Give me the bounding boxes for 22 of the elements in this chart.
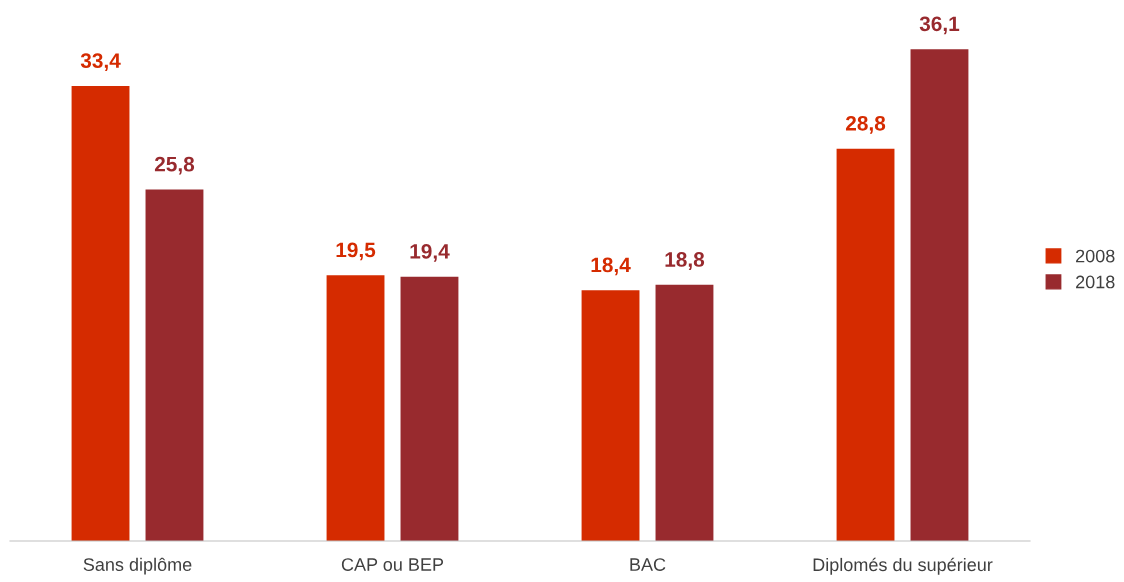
bar: [400, 276, 459, 541]
data-label: 19,5: [336, 242, 376, 261]
x-tick-label: CAP ou BEP: [341, 558, 444, 571]
x-tick-label: BAC: [630, 558, 666, 571]
legend-label: 2008: [1076, 249, 1115, 263]
bar: [71, 85, 130, 541]
data-label: 18,8: [665, 252, 705, 270]
data-label: 18,4: [591, 257, 631, 276]
data-label: 36,1: [919, 16, 960, 35]
data-label: 33,4: [80, 53, 121, 71]
bar: [910, 49, 969, 541]
legend-label: 2018: [1076, 275, 1115, 289]
bar: [581, 290, 640, 541]
data-label: 19,4: [410, 243, 450, 262]
bar: [655, 284, 714, 541]
data-label: 25,8: [154, 156, 195, 175]
bar: [145, 189, 204, 541]
x-tick-label: Diplomés du supérieur: [813, 557, 993, 575]
bar: [836, 148, 895, 541]
data-label: 28,8: [845, 115, 886, 134]
bar: [326, 275, 385, 541]
x-tick-label: Sans diplôme: [83, 557, 192, 575]
